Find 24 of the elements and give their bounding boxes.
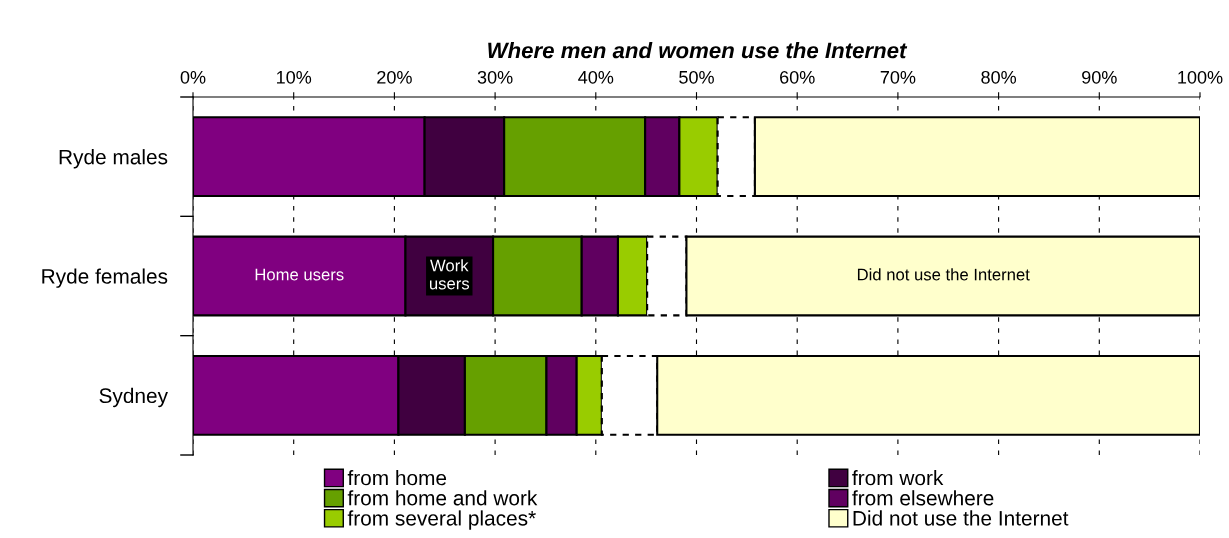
y-tick-label: Ryde females	[42, 268, 168, 288]
legend-label: from elsewhere	[852, 490, 994, 506]
x-tick-label: 10%	[277, 70, 312, 84]
x-tick-label: 90%	[1082, 70, 1117, 84]
x-tick-label: 60%	[780, 70, 815, 84]
annotation: Did not use the Internet	[857, 268, 1030, 281]
legend-label: from several places*	[347, 510, 536, 530]
chart-title: Where men and women use the Internet	[488, 42, 908, 59]
legend-label: Did not use the Internet	[853, 510, 1069, 526]
x-tick-label: 30%	[477, 70, 513, 84]
x-tick-label: 0%	[180, 70, 206, 84]
legend-label: from work	[852, 470, 944, 486]
legend-label: from home	[347, 470, 447, 486]
x-tick-label: 100%	[1178, 70, 1223, 84]
x-tick-label: 50%	[679, 70, 714, 84]
x-tick-label: 20%	[377, 70, 412, 84]
y-tick-label: Sydney	[99, 387, 168, 408]
x-tick-label: 80%	[981, 70, 1017, 84]
legend-label: from home and work	[347, 490, 538, 506]
annotation: Home users	[255, 268, 344, 281]
annotation: Work users	[429, 259, 470, 290]
x-tick-label: 40%	[578, 70, 614, 84]
x-tick-label: 70%	[880, 70, 916, 84]
y-tick-label: Ryde males	[59, 149, 168, 169]
